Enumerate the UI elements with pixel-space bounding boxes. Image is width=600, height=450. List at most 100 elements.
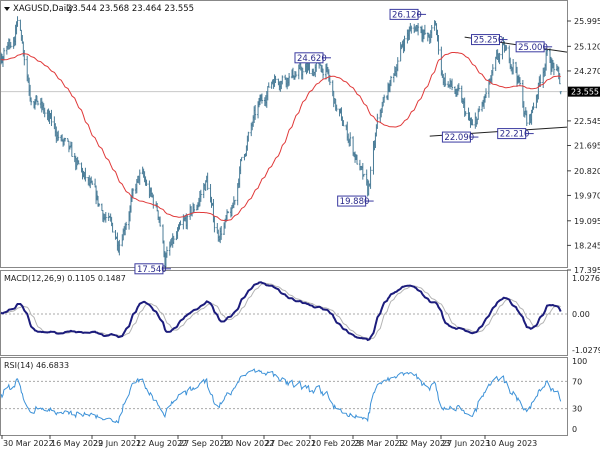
annotation-box <box>134 263 164 275</box>
price-axis-label: 25.120 <box>574 42 600 51</box>
price-bar <box>546 48 549 56</box>
annotation-box <box>515 41 545 53</box>
price-bar <box>457 83 460 91</box>
price-bar <box>335 104 338 112</box>
symbol-label: XAGUSD,Daily <box>13 4 73 14</box>
date-axis-label: 28 Mar 2023 <box>354 439 405 448</box>
macd-axis-label: 0.00 <box>572 310 590 319</box>
rsi-axis-label: 30 <box>572 405 582 414</box>
macd-panel[interactable] <box>0 270 568 356</box>
date-axis-label: 27 Dec 2022 <box>265 439 316 448</box>
price-bar <box>498 52 501 65</box>
price-bar <box>240 156 243 162</box>
price-axis-label: 19.970 <box>574 191 600 200</box>
rsi-axis-label: 0 <box>572 425 577 434</box>
date-axis-label: 27 Sep 2022 <box>179 439 230 448</box>
annotation-label: 24.620 <box>297 54 327 64</box>
price-bar <box>417 23 420 36</box>
price-bar <box>558 73 561 85</box>
price-bar <box>70 141 73 157</box>
rsi-series <box>0 368 567 424</box>
price-bar <box>30 97 33 106</box>
price-bar <box>145 179 148 187</box>
price-axis-label: 24.270 <box>574 67 600 76</box>
date-axis-label: 10 Nov 2022 <box>223 439 274 448</box>
price-bar <box>512 58 515 75</box>
price-bar <box>389 75 392 87</box>
annotation-box <box>471 34 501 46</box>
rsi-line <box>0 368 562 424</box>
current-price-badge <box>568 86 600 97</box>
price-bar <box>104 211 107 223</box>
date-axis-label: 10 Feb 2023 <box>311 439 361 448</box>
price-bar <box>23 49 26 66</box>
price-series: 17.540 19.880 24.620 26.120 25.250 25.000 22.0… <box>0 8 568 275</box>
price-bar <box>16 16 19 27</box>
triangle-down-icon[interactable] <box>4 7 10 11</box>
price-axis-label: 21.695 <box>574 142 600 151</box>
price-bar <box>118 239 121 256</box>
date-axis-label: 10 Aug 2023 <box>486 439 537 448</box>
moving-average-line <box>0 52 561 222</box>
price-bar <box>294 71 297 78</box>
price-bar <box>301 67 304 80</box>
price-bar <box>125 221 128 230</box>
price-bar <box>247 131 250 142</box>
price-bar <box>484 88 487 98</box>
price-bar <box>396 57 399 72</box>
price-bar <box>226 211 229 214</box>
price-bar <box>430 25 433 38</box>
price-axis-label: 20.820 <box>574 167 600 176</box>
price-bar <box>342 120 345 127</box>
rsi-panel[interactable] <box>0 357 568 436</box>
price-bar <box>165 246 168 258</box>
annotation-label: 19.880 <box>340 197 370 207</box>
price-bar <box>77 160 80 165</box>
price-bar <box>559 91 562 95</box>
price-bar <box>131 188 134 198</box>
date-axis-label: 12 Aug 2022 <box>136 439 187 448</box>
price-axis-label: 19.095 <box>574 217 600 226</box>
date-axis-label: 16 May 2022 <box>51 439 103 448</box>
macd-series <box>0 281 567 342</box>
price-bar <box>57 130 60 141</box>
price-bar <box>179 220 182 226</box>
price-bar <box>383 94 386 103</box>
price-bar <box>199 189 202 202</box>
price-bar <box>532 102 535 110</box>
date-axis-label: 27 Jun 2023 <box>442 439 490 448</box>
price-bar <box>159 216 162 227</box>
price-bar <box>43 107 46 118</box>
price-bar <box>308 61 311 75</box>
macd-main-line <box>0 281 562 342</box>
annotation-label: 17.540 <box>137 265 167 275</box>
macd-axis-label: -1.0279 <box>572 346 600 355</box>
annotation-label: 22.210 <box>500 130 530 140</box>
price-axis-label: 22.545 <box>574 117 600 126</box>
axes: 25.995 25.120 24.270 22.545 21.695 20.820 19.9… <box>1 17 600 448</box>
price-bar <box>518 77 521 86</box>
price-bar <box>525 110 528 126</box>
price-bar <box>138 169 141 185</box>
price-bar <box>220 226 223 240</box>
price-bar <box>410 25 413 34</box>
annotation-box <box>441 131 471 143</box>
price-bar <box>355 154 358 165</box>
annotation-box <box>337 195 367 207</box>
price-bar <box>172 235 175 244</box>
annotation-box <box>294 52 324 64</box>
price-bar <box>274 75 277 84</box>
price-bar <box>64 137 67 142</box>
price-bar <box>193 203 196 213</box>
date-axis-label: 12 May 2023 <box>398 439 450 448</box>
price-bar <box>254 104 257 120</box>
annotation-box <box>389 8 419 20</box>
annotation-label: 25.000 <box>518 43 548 53</box>
annotation-label: 22.090 <box>444 133 474 143</box>
price-bar <box>260 93 263 104</box>
price-axis-label: 25.995 <box>574 17 600 26</box>
price-bar <box>369 166 372 189</box>
price-bar <box>186 214 189 230</box>
macd-title: MACD(12,26,9) 0.1105 0.1487 <box>4 274 126 283</box>
